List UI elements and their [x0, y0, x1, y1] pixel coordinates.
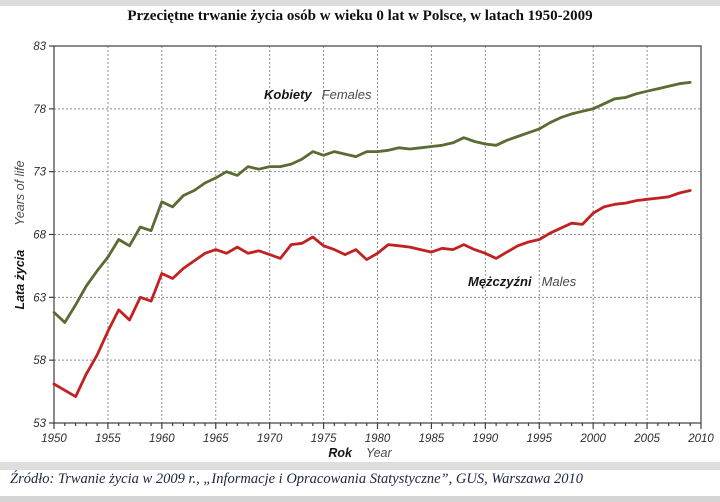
y-tick-label: 53 [33, 418, 46, 430]
x-tick-label: 2010 [687, 433, 714, 445]
males-label-pl: Mężczyźni [468, 274, 532, 289]
x-tick-label: 1985 [419, 433, 445, 445]
y-tick-label: 83 [33, 41, 46, 53]
y-tick-label: 58 [33, 355, 46, 367]
y-axis-title-pl: Lata życia [13, 249, 27, 310]
x-tick-label: 2005 [633, 433, 660, 445]
x-axis-title-en: Year [365, 446, 392, 460]
females-label-pl: Kobiety [264, 87, 312, 102]
y-tick-label: 78 [33, 104, 46, 116]
males-line [52, 189, 692, 399]
x-axis-title-pl: Rok [328, 446, 352, 460]
males-series-label: Mężczyźni Males [468, 274, 576, 289]
source-note: Źródło: Trwanie życia w 2009 r., „Inform… [10, 471, 584, 487]
males-label-en: Males [541, 274, 577, 289]
x-tick-label: 1950 [41, 433, 67, 445]
scan-artifact-band-bottom [0, 496, 720, 502]
x-tick-label: 2000 [579, 433, 606, 445]
x-tick-label: 1965 [203, 433, 229, 445]
females-line [52, 81, 692, 324]
y-tick-label: 68 [33, 230, 46, 242]
x-tick-label: 1980 [365, 433, 391, 445]
y-tick-label: 73 [33, 167, 46, 179]
x-tick-label: 1990 [473, 433, 499, 445]
females-series-label: Kobiety Females [264, 87, 372, 102]
x-tick-label: 1995 [526, 433, 552, 445]
chart-title: Przeciętne trwanie życia osób w wieku 0 … [127, 8, 593, 24]
plot-area: 53 58 63 68 73 78 83 1950 1955 1960 1965 1970 1975 19… [33, 41, 714, 445]
x-tick-label: 1970 [257, 433, 283, 445]
x-tick-label: 1975 [311, 433, 337, 445]
x-axis-title: Rok Year [0, 446, 720, 460]
y-tick-label: 63 [33, 292, 46, 304]
x-tick-label: 1955 [95, 433, 121, 445]
y-axis-title-en: Years of life [13, 160, 27, 226]
females-label-en: Females [321, 87, 372, 102]
x-tick-label: 1960 [149, 433, 175, 445]
y-axis-title: Lata życia Years of life [13, 160, 27, 309]
